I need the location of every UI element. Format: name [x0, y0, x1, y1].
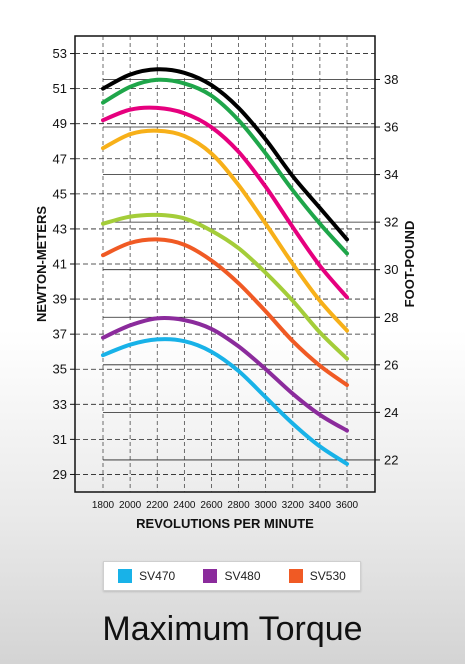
series-line-curve-5	[101, 212, 349, 361]
y-tick-label-left: 39	[53, 292, 67, 307]
y-tick-label-left: 49	[53, 116, 67, 131]
y-tick-label-right: 36	[384, 120, 398, 135]
y-tick-label-right: 24	[384, 405, 398, 420]
x-tick-label: 2600	[200, 500, 223, 511]
y-axis-right-title: FOOT-POUND	[402, 221, 417, 308]
y-tick-label-left: 43	[53, 221, 67, 236]
series-line-curve-6	[101, 237, 349, 387]
series-line-curve-3	[101, 105, 349, 300]
legend-label-sv470: SV470	[139, 569, 176, 583]
series-line-sv480	[101, 316, 349, 433]
y-tick-label-left: 37	[53, 327, 67, 342]
x-tick-label: 3600	[336, 500, 359, 511]
x-tick-label: 1800	[92, 500, 115, 511]
x-tick-label: 2000	[119, 500, 142, 511]
y-tick-label-left: 45	[53, 186, 67, 201]
y-tick-label-left: 35	[53, 362, 67, 377]
y-tick-label-left: 29	[53, 467, 67, 482]
series-lines	[101, 67, 349, 466]
legend-item-sv530: SV530	[288, 569, 346, 583]
legend-swatch-sv530	[288, 569, 303, 583]
y-tick-label-right: 34	[384, 167, 398, 182]
series-line-curve-4	[101, 128, 349, 333]
x-axis-title: REVOLUTIONS PER MINUTE	[136, 516, 314, 531]
y-tick-label-left: 41	[53, 257, 67, 272]
y-tick-label-right: 26	[384, 357, 398, 372]
legend-label-sv480: SV480	[224, 569, 261, 583]
y-tick-label-left: 31	[53, 432, 67, 447]
y-tick-label-left: 51	[53, 81, 67, 96]
y-axis-left-title: NEWTON-METERS	[34, 206, 49, 322]
x-tick-label: 2400	[173, 500, 196, 511]
tick-labels: 29 31 33 35 37 39 41 43 45 47 49 51 53 22 24 26 28 30 32 34…	[53, 46, 399, 511]
y-tick-label-left: 47	[53, 151, 67, 166]
series-line-sv470	[101, 337, 349, 466]
y-tick-label-right: 22	[384, 452, 398, 467]
legend-label-sv530: SV530	[309, 569, 346, 583]
x-tick-label: 3400	[309, 500, 332, 511]
legend-swatch-sv470	[118, 569, 133, 583]
chart-caption: Maximum Torque	[102, 610, 363, 648]
y-tick-label-left: 53	[53, 46, 67, 61]
legend-item-sv470: SV470	[118, 569, 175, 583]
chart-legend: SV470 SV480 SV530	[103, 561, 361, 591]
y-tick-label-right: 32	[384, 215, 398, 230]
x-tick-label: 3200	[282, 500, 305, 511]
series-line-curve-1	[101, 67, 349, 242]
y-tick-label-right: 28	[384, 310, 398, 325]
torque-chart: 29 31 33 35 37 39 41 43 45 47 49 51 53 22 24 26 28 30 32 34…	[34, 35, 417, 531]
y-tick-label-right: 30	[384, 262, 398, 277]
x-tick-label: 3000	[255, 500, 278, 511]
legend-item-sv480: SV480	[203, 569, 261, 583]
legend-swatch-sv480	[203, 569, 218, 583]
series-line-curve-2	[101, 77, 349, 256]
y-tick-label-left: 33	[53, 397, 67, 412]
x-tick-label: 2800	[227, 500, 250, 511]
x-tick-label: 2200	[146, 500, 169, 511]
y-tick-label-right: 38	[384, 72, 398, 87]
